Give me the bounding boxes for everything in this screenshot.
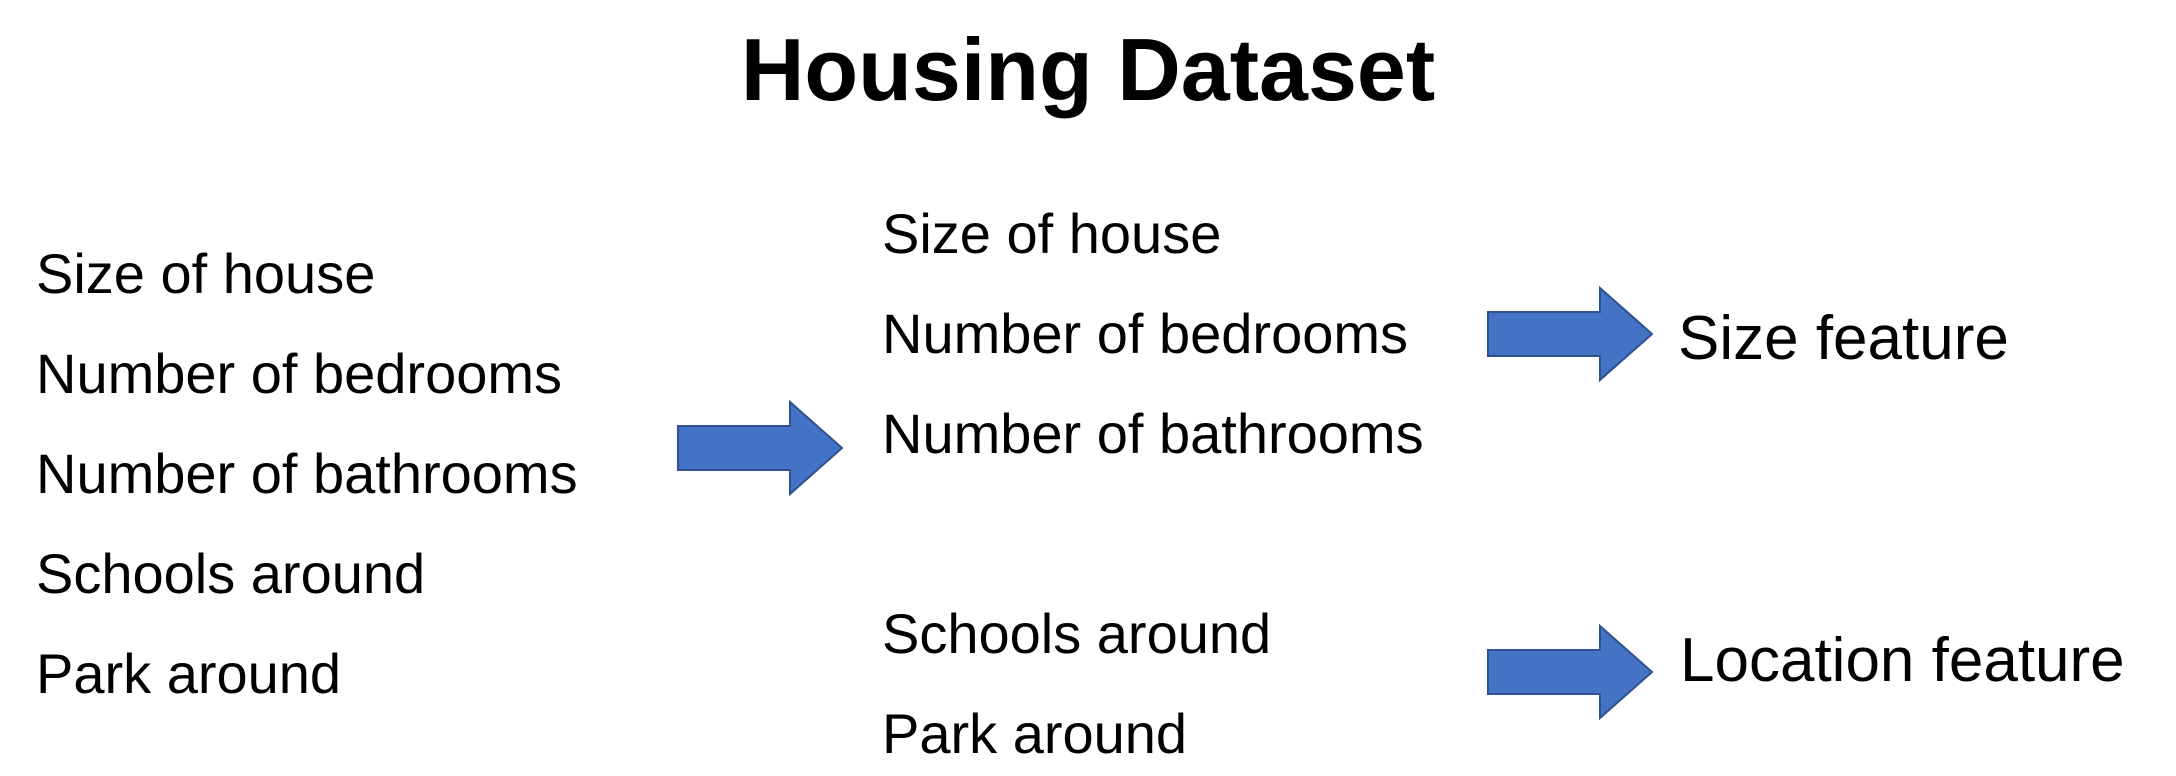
size-feature-label: Size feature [1678,304,2009,373]
location-group-item-schools: Schools around [882,602,1272,665]
right-arrow-icon [1486,624,1654,720]
original-feature-bathrooms: Number of bathrooms [36,442,578,505]
original-feature-park: Park around [36,642,342,705]
original-feature-size-of-house: Size of house [36,242,376,305]
location-group-item-park: Park around [882,702,1188,765]
right-arrow-icon [1486,286,1654,382]
original-feature-schools: Schools around [36,542,426,605]
size-group-item-size-of-house: Size of house [882,202,1222,265]
location-feature-label: Location feature [1680,626,2125,695]
original-feature-bedrooms: Number of bedrooms [36,342,563,405]
right-arrow-icon [676,400,844,496]
diagram-title: Housing Dataset [740,20,1436,119]
size-group-item-bathrooms: Number of bathrooms [882,402,1424,465]
size-group-item-bedrooms: Number of bedrooms [882,302,1409,365]
